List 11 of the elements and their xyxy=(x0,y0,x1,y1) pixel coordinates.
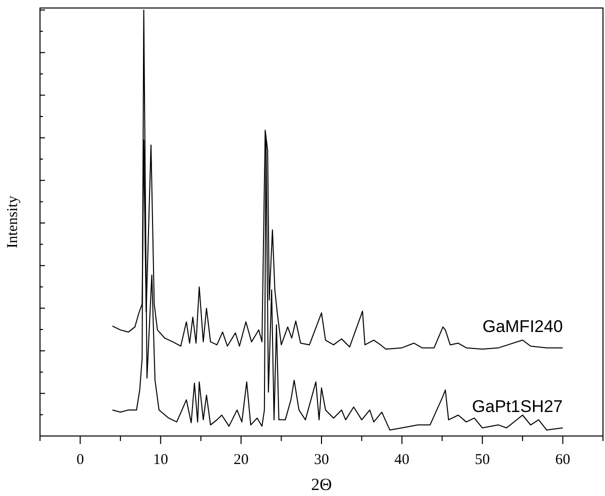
x-tick-label: 30 xyxy=(314,452,329,468)
series-label: GaPt1SH27 xyxy=(472,396,563,416)
x-tick-label: 0 xyxy=(76,452,84,468)
x-tick-label: 10 xyxy=(153,452,168,468)
x-tick-label: 40 xyxy=(394,452,410,468)
x-tick-label: 50 xyxy=(474,452,490,468)
x-tick-label: 60 xyxy=(555,452,570,468)
series-label: GaMFI240 xyxy=(482,316,563,336)
x-tick-label: 20 xyxy=(234,452,249,468)
y-axis-title: Intensity xyxy=(5,195,21,248)
x-axis-title: 2Θ xyxy=(311,475,332,494)
